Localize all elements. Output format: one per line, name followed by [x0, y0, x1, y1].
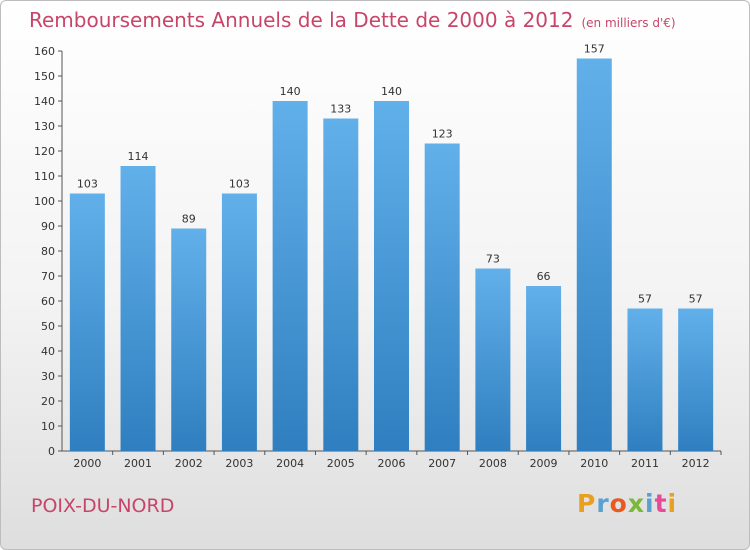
logo-letter: i	[645, 489, 655, 518]
bar-2003	[221, 193, 257, 451]
y-tick-label: 60	[41, 295, 55, 308]
chart-title: Remboursements Annuels de la Dette de 20…	[29, 8, 676, 32]
value-label-2008: 73	[486, 253, 500, 266]
value-label-2009: 66	[537, 270, 551, 283]
y-tick-label: 30	[41, 370, 55, 383]
bars	[69, 58, 714, 451]
x-tick-label-2003: 2003	[225, 457, 253, 470]
x-tick-label-2010: 2010	[580, 457, 608, 470]
x-tick-label-2001: 2001	[124, 457, 152, 470]
value-label-2005: 133	[330, 103, 351, 116]
bar-2006	[374, 101, 409, 451]
proxiti-logo: Proxiti	[577, 489, 677, 518]
chart-title-text: Remboursements Annuels de la Dette de 20…	[29, 8, 574, 32]
y-tick-label: 20	[41, 395, 55, 408]
bar-2002	[171, 228, 207, 451]
y-tick-label: 150	[34, 70, 55, 83]
value-label-2007: 123	[432, 128, 453, 141]
bar-2012	[678, 308, 714, 451]
value-label-2010: 157	[584, 43, 605, 56]
y-tick-label: 80	[41, 245, 55, 258]
x-tick-label-2002: 2002	[175, 457, 203, 470]
x-tick-label-2004: 2004	[276, 457, 304, 470]
bar-2005	[323, 118, 359, 451]
y-tick-label: 140	[34, 95, 55, 108]
y-tick-label: 70	[41, 270, 55, 283]
bar-2011	[627, 308, 663, 451]
logo-letter: i	[667, 489, 678, 518]
x-tick-label-2012: 2012	[682, 457, 710, 470]
x-tick-label-2000: 2000	[73, 457, 101, 470]
value-label-2001: 114	[128, 150, 149, 163]
axes: 0 10 20 30 40 50 60 70 80 90 100 110 120 130 140 150 160	[34, 45, 722, 458]
y-tick-label: 110	[34, 170, 55, 183]
logo-letter: P	[577, 489, 597, 518]
y-tick-label: 50	[41, 320, 55, 333]
value-label-2012: 57	[689, 293, 703, 306]
x-tick-label-2008: 2008	[479, 457, 507, 470]
bar-2009	[526, 286, 562, 451]
y-tick-label: 130	[34, 120, 55, 133]
city-name: POIX-DU-NORD	[31, 495, 175, 517]
bar-2008	[475, 268, 511, 451]
unit-note: (en milliers d'€)	[581, 16, 676, 30]
y-tick-label: 0	[48, 445, 55, 458]
y-tick-label: 10	[41, 420, 55, 433]
y-tick-label: 120	[34, 145, 55, 158]
value-label-2006: 140	[381, 85, 402, 98]
bar-2010	[576, 58, 612, 451]
value-label-2002: 89	[182, 213, 196, 226]
y-tick-label: 160	[34, 45, 55, 58]
value-label-2003: 103	[229, 178, 250, 191]
bar-2007	[424, 143, 460, 451]
value-label-2011: 57	[638, 293, 652, 306]
x-tick-label-2011: 2011	[631, 457, 659, 470]
value-label-2004: 140	[280, 85, 301, 98]
bar-2004	[272, 101, 308, 451]
x-tick-label-2005: 2005	[327, 457, 355, 470]
logo-letter: r	[596, 489, 610, 518]
bar-2000	[69, 193, 105, 451]
x-tick-label-2009: 2009	[530, 457, 558, 470]
y-tick-label: 40	[41, 345, 55, 358]
bar-2001	[120, 166, 156, 451]
y-tick-label: 90	[41, 220, 55, 233]
logo-letter: t	[654, 489, 668, 518]
x-tick-label-2006: 2006	[378, 457, 406, 470]
labels: 103 2000 114 2001 89 2002 103 2003 140 2004 133 200…	[73, 43, 709, 471]
value-label-2000: 103	[77, 178, 98, 191]
logo-letter: o	[609, 489, 628, 518]
x-tick-label-2007: 2007	[428, 457, 456, 470]
logo-letter: x	[627, 489, 645, 518]
y-tick-label: 100	[34, 195, 55, 208]
